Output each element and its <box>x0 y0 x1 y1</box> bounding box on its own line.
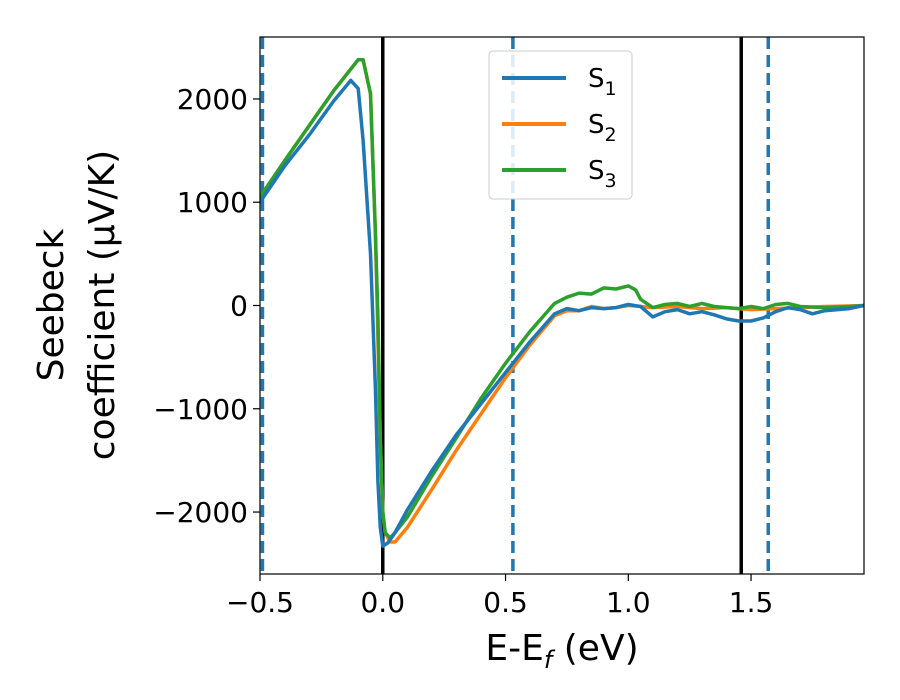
legend: S1 S2 S3 <box>488 50 633 200</box>
x-tick-label: 1.5 <box>729 586 774 619</box>
y-tick-label: 0 <box>230 290 248 323</box>
x-tick-label: 0.0 <box>360 586 405 619</box>
legend-label: S1 <box>588 64 617 100</box>
y-axis-label-line1: Seebeck <box>31 228 72 381</box>
series-line-s3 <box>260 57 864 540</box>
y-tick-label: 1000 <box>177 186 248 219</box>
x-axis: −0.5 0.0 0.5 1.0 1.5 <box>226 574 773 619</box>
y-axis-label: Seebeck coefficient (μV/K) <box>31 150 123 460</box>
x-tick-label: −0.5 <box>226 586 294 619</box>
y-tick-label: −1000 <box>153 393 248 426</box>
y-axis: −2000 −1000 0 1000 2000 <box>153 83 260 529</box>
y-axis-label-line2: coefficient (μV/K) <box>82 150 123 460</box>
legend-label: S2 <box>588 110 617 146</box>
series-line-s1 <box>260 78 864 548</box>
y-tick-label: −2000 <box>153 496 248 529</box>
x-tick-label: 0.5 <box>483 586 528 619</box>
series-lines <box>260 57 864 548</box>
plot-area: −0.5 0.0 0.5 1.0 1.5 −2000 −1000 0 1000 2000 <box>153 36 865 619</box>
y-tick-label: 2000 <box>177 83 248 116</box>
legend-label: S3 <box>588 156 617 192</box>
x-axis-label: E-Ef (eV) <box>485 628 638 674</box>
x-tick-label: 1.0 <box>606 586 651 619</box>
